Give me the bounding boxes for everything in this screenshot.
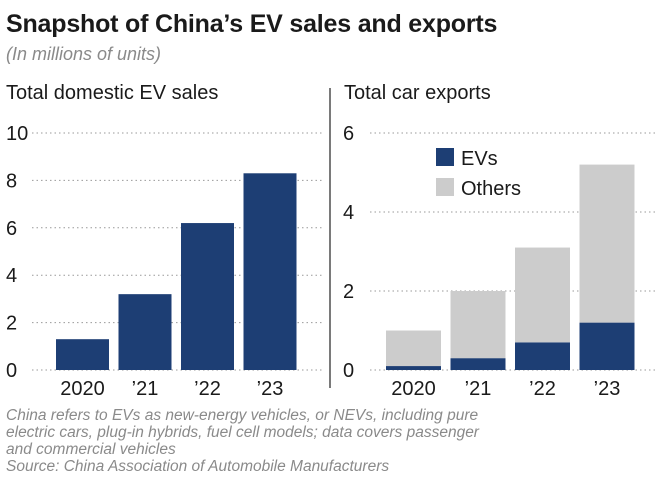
y-tick-label: 10 — [6, 123, 28, 145]
bar-evs-22 — [515, 342, 570, 370]
bar-others-22 — [515, 247, 570, 343]
legend-swatch-evs — [436, 148, 454, 166]
y-tick-label: 2 — [6, 313, 17, 335]
chart-subtitle: (In millions of units) — [6, 44, 162, 64]
x-tick-label: ’23 — [594, 378, 621, 400]
footnote-line: China refers to EVs as new-energy vehicl… — [6, 407, 479, 424]
x-tick-label: ’21 — [132, 378, 159, 400]
y-tick-label: 2 — [343, 281, 354, 303]
bar-evs-21 — [450, 358, 506, 370]
bar-ev-sales-23 — [243, 173, 297, 370]
legend-swatch-others — [436, 178, 454, 196]
exports-panel-title: Total car exports — [344, 82, 491, 104]
footnote-line: and commercial vehicles — [6, 441, 176, 458]
bar-others-23 — [579, 164, 635, 323]
x-tick-label: ’21 — [465, 378, 492, 400]
y-tick-label: 6 — [343, 123, 354, 145]
bar-others-21 — [450, 291, 506, 359]
bar-ev-sales-22 — [181, 223, 234, 370]
x-tick-label: 2020 — [60, 378, 105, 400]
bar-ev-sales-2020 — [56, 339, 109, 370]
bar-ev-sales-21 — [118, 294, 172, 370]
y-tick-label: 6 — [6, 218, 17, 240]
x-tick-label: ’23 — [257, 378, 284, 400]
domestic-sales-panel-title: Total domestic EV sales — [6, 82, 219, 104]
chart-title: Snapshot of China’s EV sales and exports — [6, 10, 498, 38]
legend-label-others: Others — [461, 178, 521, 200]
footnote: China refers to EVs as new-energy vehicl… — [6, 407, 656, 475]
x-tick-label: ’22 — [529, 378, 556, 400]
footnote-line: electric cars, plug-in hybrids, fuel cel… — [6, 424, 479, 441]
y-tick-label: 0 — [343, 360, 354, 382]
y-tick-label: 8 — [6, 170, 17, 192]
legend-label-evs: EVs — [461, 148, 498, 170]
x-tick-label: ’22 — [194, 378, 221, 400]
bar-others-2020 — [386, 330, 441, 367]
bar-evs-2020 — [386, 366, 441, 370]
bar-evs-23 — [579, 322, 635, 370]
y-tick-label: 4 — [343, 202, 354, 224]
y-tick-label: 0 — [6, 360, 17, 382]
y-tick-label: 4 — [6, 265, 17, 287]
source-note: Source: China Association of Automobile … — [6, 458, 390, 475]
x-tick-label: 2020 — [391, 378, 436, 400]
